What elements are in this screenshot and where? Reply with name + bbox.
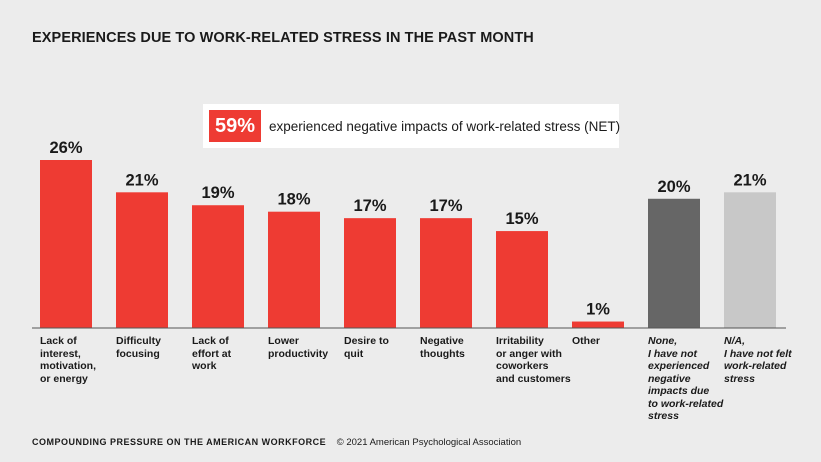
footer-org: COMPOUNDING PRESSURE ON THE AMERICAN WOR… xyxy=(32,437,327,447)
bar-1 xyxy=(40,160,92,328)
bar-6 xyxy=(420,218,472,328)
net-label: experienced negative impacts of work-rel… xyxy=(269,118,621,134)
bar-7 xyxy=(496,231,548,328)
category-label-8: Other xyxy=(572,335,601,347)
category-label-5: Desire to quit xyxy=(344,335,389,360)
value-label-8: 1% xyxy=(586,301,610,319)
net-value: 59% xyxy=(209,110,262,142)
net-callout: 59% experienced negative impacts of work… xyxy=(203,104,621,148)
bar-10 xyxy=(724,192,776,328)
value-label-6: 17% xyxy=(429,197,462,215)
bar-8 xyxy=(572,321,624,328)
category-label-4: Lower productivity xyxy=(268,335,329,360)
category-label-9: None, I have not experienced negative impact… xyxy=(648,335,724,422)
value-label-7: 15% xyxy=(505,210,538,228)
value-label-9: 20% xyxy=(657,178,690,196)
category-label-7: Irritability or anger with coworkers and cu… xyxy=(496,335,571,385)
footer: COMPOUNDING PRESSURE ON THE AMERICAN WOR… xyxy=(32,437,521,448)
value-label-10: 21% xyxy=(733,171,766,189)
chart-title: EXPERIENCES DUE TO WORK-RELATED STRESS I… xyxy=(32,30,534,46)
value-label-5: 17% xyxy=(353,197,386,215)
category-label-6: Negative thoughts xyxy=(420,335,465,360)
bar-9 xyxy=(648,198,700,328)
category-label-10: N/A, I have not felt work-related stress xyxy=(724,335,792,385)
bar-2 xyxy=(116,192,168,328)
value-label-2: 21% xyxy=(125,171,158,189)
value-label-1: 26% xyxy=(49,139,82,157)
bar-3 xyxy=(192,205,244,328)
footer-copyright: © 2021 American Psychological Associatio… xyxy=(336,437,522,448)
category-label-2: Difficulty focusing xyxy=(116,335,161,360)
value-label-3: 19% xyxy=(201,184,234,202)
category-label-1: Lack of interest, motivation, or energy xyxy=(40,335,97,385)
value-label-4: 18% xyxy=(277,191,310,209)
bar-4 xyxy=(268,211,320,328)
category-label-3: Lack of effort at work xyxy=(192,335,232,372)
bar-5 xyxy=(344,218,396,328)
